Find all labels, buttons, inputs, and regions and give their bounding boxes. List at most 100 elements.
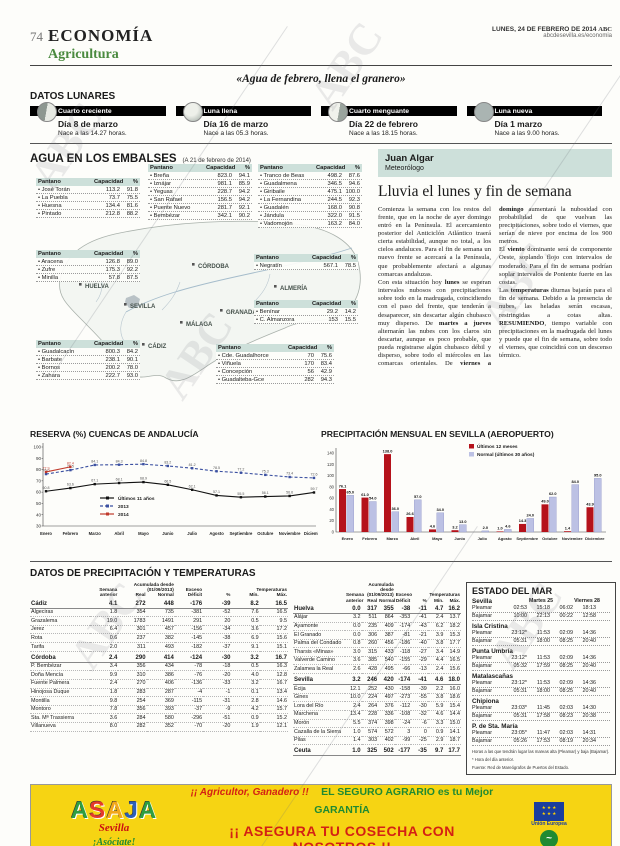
reservoir-capacity: 823.0	[217, 172, 232, 179]
map-label: CÓRDOBA	[198, 262, 230, 270]
y-tick-label: 70	[36, 478, 42, 483]
tide-time: 23:03*	[511, 705, 527, 711]
station-value: 9.1	[231, 642, 260, 652]
reservoir-capacity: 281.7	[217, 204, 232, 211]
reservoir-capacity: 126.8	[105, 258, 120, 265]
station-value: -145	[174, 633, 204, 644]
series-point	[288, 475, 291, 479]
station-value: 1.9	[231, 722, 260, 732]
reservoir-capacity: 981.1	[217, 180, 232, 187]
bar-1	[594, 478, 602, 533]
reservoir-pct: 15.5	[344, 316, 356, 323]
point-label: 83.2	[164, 461, 171, 465]
station-value: -4	[174, 688, 204, 698]
asaja-letter: S	[89, 796, 107, 824]
station-name: Alájar	[293, 613, 345, 623]
sea-tide-row: Pleamar 23:12* 11:53 02:09 14:36	[472, 680, 610, 688]
station-name: Palma del Condado	[293, 639, 345, 649]
station-value: 14.4	[444, 710, 461, 720]
x-tick-label: Septiembre	[516, 536, 539, 541]
station-value: 0.5	[231, 616, 260, 626]
province-total-value: -174	[394, 673, 412, 686]
chart-axes	[42, 443, 316, 527]
tide-label: Pleamar	[472, 705, 493, 711]
station-value: 16.3	[259, 662, 288, 672]
station-value: -37	[174, 705, 204, 715]
bar-label: 95.0	[594, 473, 602, 478]
station-value: 433	[378, 647, 395, 657]
x-tick-label: Febrero	[63, 531, 79, 536]
point-label: 63.6	[67, 483, 74, 487]
bar-label: 65.0	[347, 490, 355, 495]
point-label: 67.1	[91, 479, 98, 483]
reservoir-row: • Yeguas 228.7 94.2	[148, 188, 252, 196]
station-name: Fuente Palmera	[30, 679, 90, 689]
station-value: 0.0	[345, 630, 362, 640]
station-name: Gines	[293, 693, 345, 703]
lunar-phase: Cuarto creciente Día 8 de marzo Nace a las…	[30, 102, 176, 137]
y-tick-label: 100	[33, 445, 41, 450]
sea-location-row: Punta Umbría	[472, 648, 610, 655]
col-capacidad: Capacidad	[312, 255, 342, 261]
series-point	[312, 491, 316, 494]
reservoir-name: • La Fernandina	[260, 196, 302, 203]
station-value: -20	[203, 670, 232, 680]
reservoir-table-almeria: Pantano Capacidad% • Benínar 29.2 14.2 • C. A…	[254, 300, 358, 324]
station-value: 434	[146, 662, 175, 672]
table-header-cell: Exceso Déficit	[395, 592, 413, 603]
station-value: 9.9	[90, 670, 119, 680]
station-value: 10.0	[345, 693, 362, 703]
station-value: 5.9	[427, 701, 445, 711]
province-name: Sevilla	[293, 673, 345, 686]
bar-label: 1.0	[497, 526, 502, 531]
asaja-letter: A	[106, 796, 125, 824]
reservoir-name: • Guadalmena	[260, 180, 297, 187]
legend-swatch	[469, 452, 474, 457]
station-row: Fuente Palmera 2.4 270 406 -136 -33 3.2 16.7	[30, 679, 288, 689]
station-value: -78	[174, 662, 204, 672]
series-point	[264, 473, 267, 477]
station-value: 16.5	[259, 608, 288, 618]
station-value: -29	[411, 656, 428, 666]
station-value: 2.8	[231, 696, 260, 706]
eu-flag-icon: ★ ★ ★ ★ ★ ★	[534, 801, 564, 821]
reservoir-capacity: 200.2	[105, 364, 120, 371]
station-value: 864	[378, 613, 395, 623]
table-header-cell: %	[226, 592, 231, 598]
station-row: Sta. Mª Trassierra 3.6 284 580 -296 -51 0.9 15.…	[30, 713, 288, 723]
reservoir-row: • La Puebla 73.7 75.5	[36, 194, 140, 202]
station-value: -31	[203, 696, 232, 706]
station-value: -6	[411, 719, 428, 729]
table-header-cell: Exceso Déficit	[185, 587, 203, 598]
tide-time: 14:36	[582, 655, 597, 661]
x-tick-label: Mayo	[432, 536, 443, 541]
station-value: 16.0	[444, 684, 461, 694]
sea-footnote: Horas a las que tendrán lugar las mareas…	[472, 749, 610, 754]
station-value: 15.2	[259, 713, 288, 723]
station-value: 456	[378, 639, 395, 649]
station-value: -20	[203, 722, 232, 732]
reservoir-row: • Concepción 56 42.9	[216, 368, 334, 376]
sea-location-name: Sevilla	[472, 598, 492, 605]
station-name: Écija	[293, 684, 345, 694]
bar-1	[346, 495, 354, 533]
reservoirs-column: AGUA EN LOS EMBALSES (A 21 de febrero de …	[30, 149, 370, 425]
station-value: -99	[394, 736, 412, 746]
station-value: 6.2	[427, 622, 445, 632]
bar-0	[496, 531, 504, 532]
tide-label: Pleamar	[472, 730, 493, 736]
y-tick-label: 0	[332, 530, 335, 535]
tide-time: 02:53	[513, 605, 528, 611]
station-value: 13.7	[444, 613, 461, 623]
reservoir-table-header: Pantano Capacidad%	[36, 340, 140, 348]
reservoir-row: • Puente Nuevo 281.7 92.1	[148, 204, 252, 212]
province-total-value: -11	[411, 602, 428, 614]
station-value: 15.6	[259, 633, 288, 644]
reservoir-row: • Aracena 126.8 89.0	[36, 258, 140, 266]
station-row: Doña Mencía 9.9 310 386 -76 -20 4.0 12.8	[30, 670, 288, 680]
station-value: 374	[361, 719, 379, 729]
reservoir-row: • Cde. Guadalhorce 70 75.6	[216, 352, 334, 360]
embalses-title: AGUA EN LOS EMBALSES	[30, 153, 177, 165]
reservoir-pct: 90.1	[126, 356, 138, 363]
precip-chart-svg: 0 20 40 60 80 100 120 140 Enero Febrero Marzo Abril…	[327, 443, 606, 541]
